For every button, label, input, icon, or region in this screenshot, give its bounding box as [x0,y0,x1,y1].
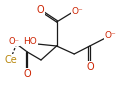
Text: O⁻: O⁻ [8,36,19,46]
Text: O: O [24,69,31,79]
Text: O⁻: O⁻ [71,7,83,15]
Text: O: O [86,62,94,72]
Text: Ce: Ce [4,55,17,65]
Text: O: O [36,5,44,15]
Text: HO: HO [23,38,37,46]
Text: O⁻: O⁻ [104,31,116,39]
